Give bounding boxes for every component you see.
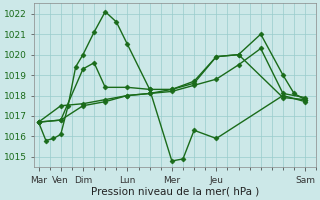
X-axis label: Pression niveau de la mer( hPa ): Pression niveau de la mer( hPa ) bbox=[91, 187, 259, 197]
